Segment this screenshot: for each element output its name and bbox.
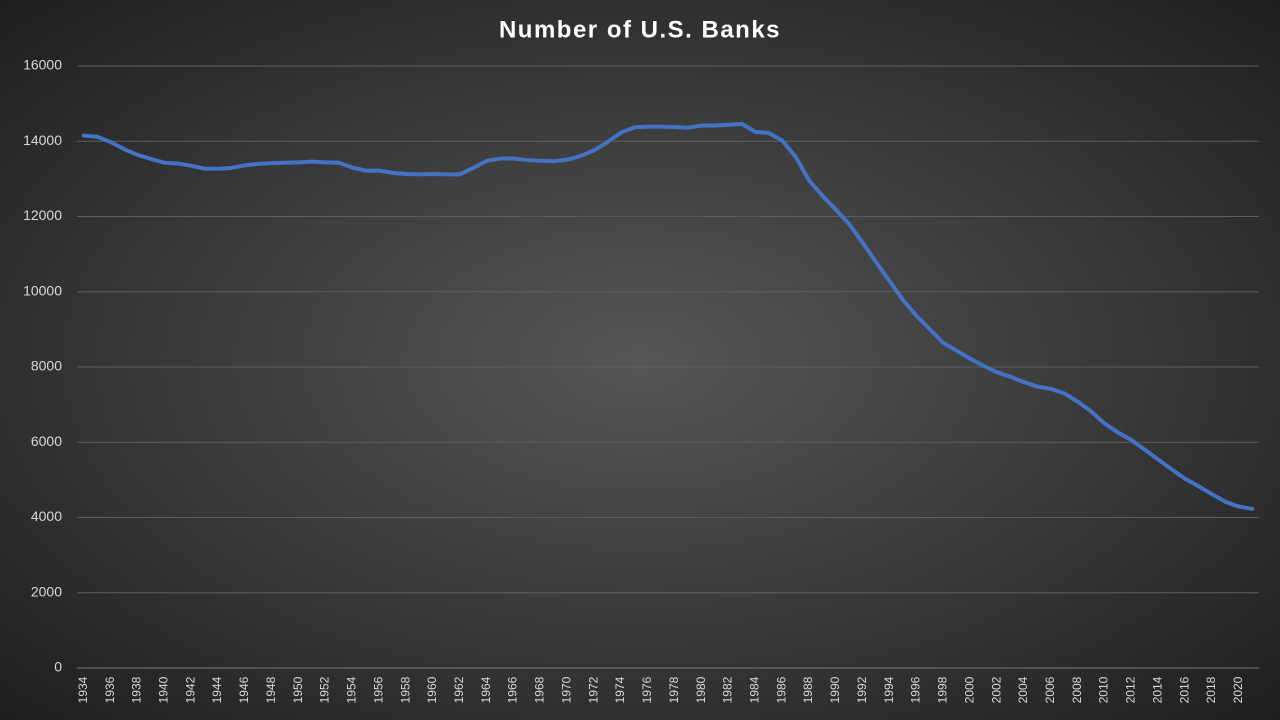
x-tick-label: 1934 bbox=[76, 676, 90, 703]
x-tick-label: 1962 bbox=[452, 676, 466, 703]
x-tick-label: 2002 bbox=[989, 676, 1003, 703]
x-tick-label: 2000 bbox=[962, 676, 976, 703]
x-tick-label: 1942 bbox=[183, 676, 197, 703]
x-tick-label: 1966 bbox=[506, 676, 520, 703]
y-tick-label: 0 bbox=[54, 659, 62, 675]
y-tick-label: 4000 bbox=[31, 508, 62, 524]
x-tick-label: 2006 bbox=[1043, 676, 1057, 703]
x-tick-label: 1974 bbox=[613, 676, 627, 703]
x-tick-label: 2008 bbox=[1070, 676, 1084, 703]
y-tick-label: 12000 bbox=[23, 207, 62, 223]
x-tick-label: 1982 bbox=[721, 676, 735, 703]
x-tick-label: 1948 bbox=[264, 676, 278, 703]
x-tick-label: 2004 bbox=[1016, 676, 1030, 703]
x-tick-label: 1950 bbox=[291, 676, 305, 703]
x-tick-label: 1998 bbox=[936, 676, 950, 703]
x-tick-label: 1990 bbox=[828, 676, 842, 703]
x-tick-label: 1978 bbox=[667, 676, 681, 703]
x-tick-label: 1958 bbox=[398, 676, 412, 703]
data-line bbox=[81, 121, 1255, 511]
x-tick-label: 1938 bbox=[130, 676, 144, 703]
x-tick-label: 1976 bbox=[640, 676, 654, 703]
x-tick-label: 1960 bbox=[425, 676, 439, 703]
x-tick-label: 1972 bbox=[586, 676, 600, 703]
x-tick-label: 1970 bbox=[559, 676, 573, 703]
x-tick-label: 1996 bbox=[909, 676, 923, 703]
x-tick-label: 1988 bbox=[801, 676, 815, 703]
x-tick-label: 2010 bbox=[1097, 676, 1111, 703]
y-tick-label: 14000 bbox=[23, 132, 62, 148]
x-tick-label: 1954 bbox=[345, 676, 359, 703]
x-tick-label: 1952 bbox=[318, 676, 332, 703]
x-tick-label: 1992 bbox=[855, 676, 869, 703]
x-tick-label: 1940 bbox=[156, 676, 170, 703]
x-tick-label: 1994 bbox=[882, 676, 896, 703]
x-tick-label: 1968 bbox=[533, 676, 547, 703]
x-tick-label: 2014 bbox=[1150, 676, 1164, 703]
x-tick-label: 1944 bbox=[210, 676, 224, 703]
x-tick-label: 1946 bbox=[237, 676, 251, 703]
chart-title: Number of U.S. Banks bbox=[499, 16, 781, 43]
x-tick-label: 1936 bbox=[103, 676, 117, 703]
x-tick-label: 2018 bbox=[1204, 676, 1218, 703]
y-tick-label: 8000 bbox=[31, 358, 62, 374]
x-tick-label: 1956 bbox=[371, 676, 385, 703]
x-tick-label: 1980 bbox=[694, 676, 708, 703]
x-tick-label: 2016 bbox=[1177, 676, 1191, 703]
y-tick-label: 2000 bbox=[31, 583, 62, 599]
x-tick-label: 2020 bbox=[1231, 676, 1245, 703]
y-tick-label: 6000 bbox=[31, 433, 62, 449]
y-tick-label: 16000 bbox=[23, 57, 62, 73]
x-tick-label: 1984 bbox=[747, 676, 761, 703]
x-tick-label: 1964 bbox=[479, 676, 493, 703]
x-tick-label: 2012 bbox=[1124, 676, 1138, 703]
x-tick-label: 1986 bbox=[774, 676, 788, 703]
y-tick-label: 10000 bbox=[23, 282, 62, 298]
